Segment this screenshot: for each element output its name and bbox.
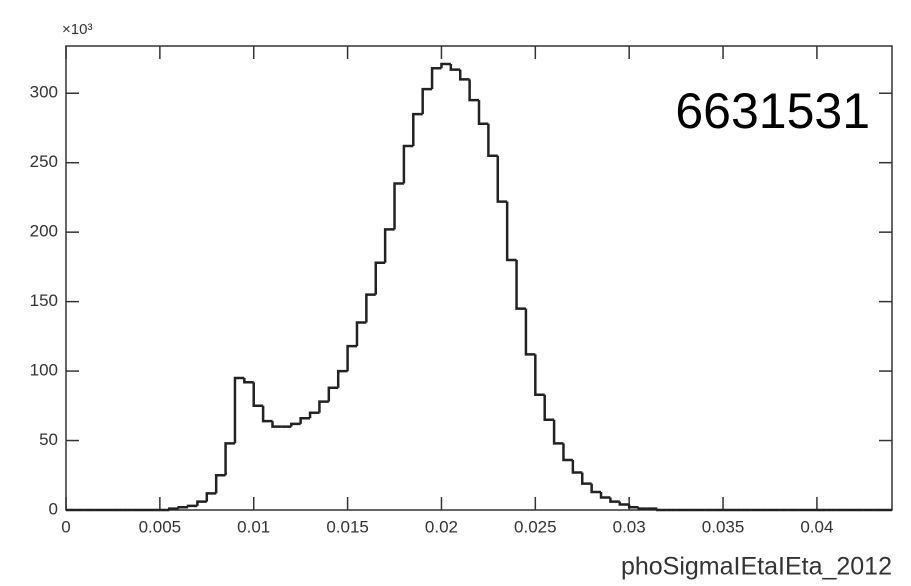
y-tick-label: 0 bbox=[49, 499, 58, 518]
histogram-bin bbox=[505, 201, 517, 262]
histogram-bin bbox=[590, 483, 602, 494]
histogram-bin bbox=[412, 112, 423, 147]
x-tick-label: 0.04 bbox=[800, 517, 833, 536]
plot-frame bbox=[65, 45, 893, 511]
histogram-bin bbox=[458, 69, 470, 81]
histogram-bin bbox=[168, 507, 179, 510]
histogram-bin bbox=[421, 87, 433, 115]
histogram-bin bbox=[637, 507, 648, 510]
histogram-bin bbox=[346, 344, 357, 372]
histogram-bin bbox=[196, 500, 207, 506]
histogram-bin bbox=[477, 100, 489, 126]
histogram-bin bbox=[599, 491, 611, 499]
histogram-bin bbox=[430, 66, 442, 90]
histogram-bin bbox=[214, 474, 226, 494]
histogram-bin bbox=[233, 376, 245, 444]
histogram-bin bbox=[468, 79, 479, 102]
x-axis-label: phoSigmaIEtaIEta_2012 bbox=[621, 553, 892, 581]
annotation: 6631531 bbox=[675, 83, 870, 139]
x-tick-label: 0 bbox=[61, 517, 70, 536]
histogram-bin bbox=[336, 369, 348, 388]
histogram-bin bbox=[393, 182, 404, 230]
y-tick-label: 150 bbox=[30, 291, 58, 310]
x-tick-label: 0.02 bbox=[425, 517, 458, 536]
histogram-bin bbox=[543, 394, 555, 421]
y-tick-label: 100 bbox=[30, 361, 58, 380]
histogram-bin bbox=[581, 472, 592, 485]
histogram-bin bbox=[627, 504, 639, 509]
histogram-bin bbox=[656, 508, 667, 512]
histogram-bin bbox=[487, 123, 498, 157]
histogram-bin bbox=[224, 442, 235, 476]
histogram-bin bbox=[186, 504, 198, 508]
histogram-bin bbox=[496, 155, 508, 203]
y-tick-label: 300 bbox=[30, 83, 58, 102]
histogram-bin bbox=[402, 144, 414, 184]
histogram-bin bbox=[177, 505, 189, 509]
y-tick-label: 250 bbox=[30, 152, 58, 171]
histogram-bin bbox=[299, 417, 311, 424]
histogram-bin bbox=[609, 497, 620, 503]
x-tick-label: 0.025 bbox=[514, 517, 557, 536]
histogram-bin bbox=[534, 354, 545, 396]
histogram-bin bbox=[205, 492, 217, 502]
histogram-bin bbox=[271, 421, 282, 428]
x-tick-label: 0.015 bbox=[326, 517, 369, 536]
histogram-bin bbox=[383, 228, 395, 263]
histogram-bin bbox=[440, 62, 451, 69]
y-multiplier: ×10³ bbox=[62, 21, 92, 38]
histogram-bin bbox=[327, 386, 339, 402]
histogram-bin bbox=[365, 293, 376, 323]
x-tick-label: 0.03 bbox=[613, 517, 646, 536]
histogram-bin bbox=[562, 443, 573, 462]
x-tick-label: 0.005 bbox=[139, 517, 182, 536]
histogram-bin bbox=[355, 321, 367, 347]
y-tick-label: 50 bbox=[39, 430, 58, 449]
histogram-bin bbox=[374, 261, 386, 295]
histogram-bin bbox=[618, 501, 630, 506]
histogram-bin bbox=[252, 382, 264, 408]
histogram-bin bbox=[290, 422, 301, 427]
x-tick-label: 0.035 bbox=[702, 517, 745, 536]
histogram-bin bbox=[243, 378, 254, 384]
histogram-bin bbox=[318, 400, 329, 413]
histogram-bin bbox=[308, 411, 320, 419]
histogram-bin bbox=[515, 259, 526, 310]
y-tick-label: 200 bbox=[30, 222, 58, 241]
histogram-bin bbox=[552, 419, 564, 445]
x-tick-label: 0.01 bbox=[237, 517, 270, 536]
histogram-bin bbox=[571, 459, 583, 474]
histogram-bin bbox=[524, 308, 536, 356]
histogram-bin bbox=[449, 64, 461, 71]
histogram-bin bbox=[261, 405, 273, 423]
